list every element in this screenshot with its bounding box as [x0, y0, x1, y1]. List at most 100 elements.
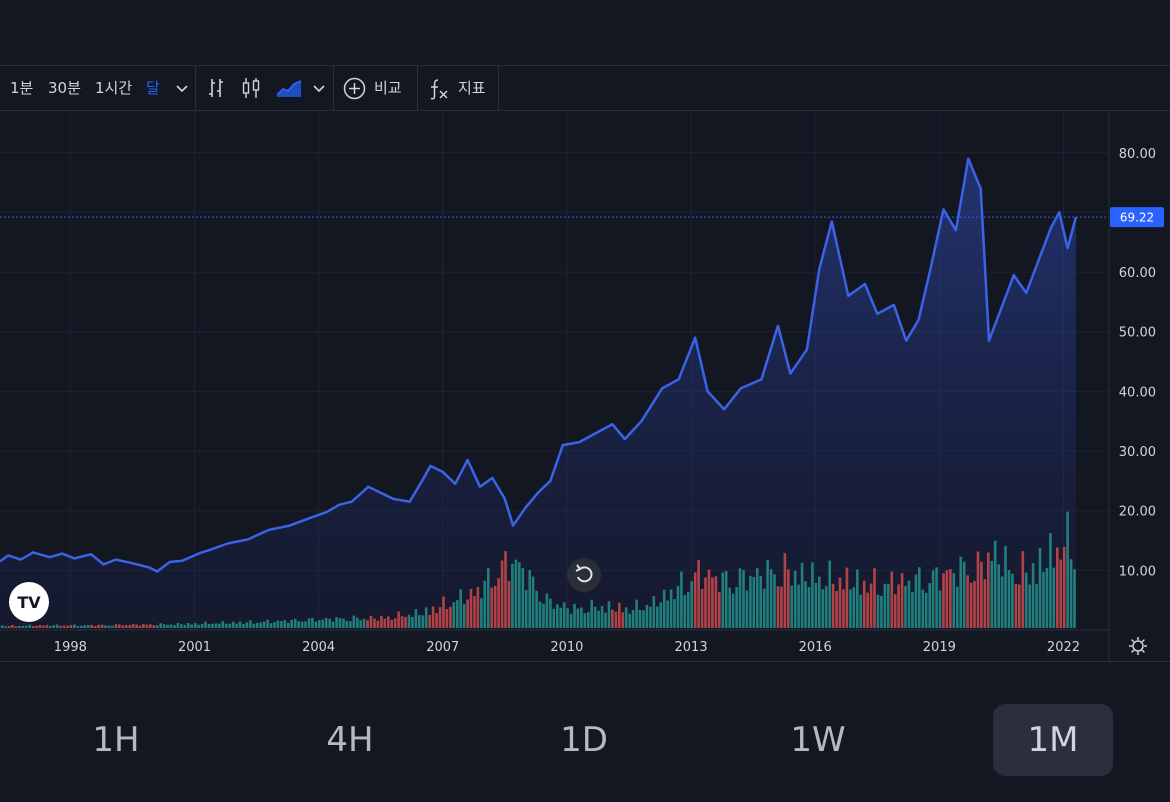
volume-bar — [576, 608, 580, 628]
y-tick-label: 20.00 — [1119, 505, 1156, 520]
indicators-button[interactable]: 지표 — [458, 79, 486, 97]
x-tick-label: 2013 — [675, 640, 708, 655]
volume-bar — [421, 615, 425, 628]
volume-bar — [93, 626, 97, 628]
volume-bar — [52, 625, 56, 628]
volume-bar — [918, 567, 921, 628]
volume-bar — [135, 624, 138, 628]
volume-bar — [318, 620, 321, 628]
volume-bar — [218, 623, 221, 628]
volume-bar — [559, 607, 562, 628]
volume-bar — [542, 603, 545, 628]
volume-bar — [587, 612, 590, 628]
volume-bar — [945, 570, 949, 628]
interval-30min-button[interactable]: 30분 — [48, 79, 81, 97]
fx-indicator-icon[interactable] — [428, 77, 450, 101]
volume-bar — [535, 590, 538, 628]
volume-bar — [442, 596, 445, 628]
volume-bar — [369, 615, 373, 628]
volume-bar — [1024, 572, 1028, 628]
volume-bar — [800, 562, 804, 628]
compare-button[interactable]: 비교 — [374, 79, 402, 97]
settings-gear-icon[interactable] — [1129, 637, 1147, 655]
volume-bar — [445, 609, 449, 628]
volume-bar — [90, 624, 93, 628]
interval-1min-button[interactable]: 1분 — [10, 79, 34, 97]
volume-bar — [856, 569, 859, 628]
add-compare-icon[interactable] — [343, 77, 366, 100]
volume-bar — [1056, 547, 1059, 628]
chevron-down-icon[interactable] — [311, 77, 327, 99]
volume-bar — [569, 613, 573, 628]
volume-bar — [438, 607, 442, 628]
volume-bar — [831, 583, 835, 628]
volume-bar — [66, 625, 69, 628]
volume-bar — [797, 584, 800, 628]
volume-bar — [862, 580, 866, 628]
volume-bar — [500, 560, 504, 628]
volume-bar — [207, 623, 211, 628]
x-tick-label: 2010 — [550, 640, 583, 655]
volume-bar — [528, 570, 531, 628]
volume-bar — [45, 624, 49, 628]
volume-bar — [183, 624, 187, 628]
volume-bar — [159, 623, 162, 628]
timeframe-selector: 1H 4H 1D 1W 1M — [0, 662, 1170, 802]
volume-bar — [876, 594, 880, 628]
volume-bar — [997, 564, 1000, 628]
timeframe-4h-button[interactable]: 4H — [326, 720, 374, 760]
volume-bar — [197, 624, 200, 628]
x-tick-label: 2022 — [1047, 640, 1080, 655]
volume-bar — [466, 599, 469, 628]
volume-bar — [42, 625, 45, 628]
volume-bar — [904, 586, 907, 628]
timeframe-1w-button[interactable]: 1W — [790, 720, 846, 760]
chart-panel[interactable]: 80.0070.0060.0050.0040.0030.0020.0010.00… — [0, 111, 1170, 662]
timeframe-1d-button[interactable]: 1D — [560, 720, 608, 760]
volume-bar — [1042, 572, 1045, 628]
volume-bar — [628, 613, 631, 628]
reset-chart-icon[interactable] — [567, 558, 601, 592]
volume-bar — [938, 590, 942, 628]
volume-bar — [838, 577, 842, 628]
price-chart[interactable]: 80.0070.0060.0050.0040.0030.0020.0010.00… — [0, 111, 1170, 662]
volume-bar — [914, 574, 918, 628]
volume-bar — [949, 569, 952, 628]
volume-bar — [1007, 570, 1011, 628]
interval-1hour-button[interactable]: 1시간 — [95, 79, 133, 97]
volume-bar — [424, 607, 428, 628]
candles-icon[interactable] — [240, 77, 262, 99]
volume-bar — [676, 585, 680, 628]
volume-bar — [383, 618, 387, 628]
volume-bar — [859, 594, 862, 628]
chevron-down-icon[interactable] — [174, 77, 190, 99]
area-chart-icon[interactable] — [276, 77, 302, 99]
bar-chart-icon[interactable] — [205, 77, 227, 99]
volume-bar — [131, 624, 135, 628]
volume-bar — [552, 608, 556, 628]
volume-bar — [687, 591, 690, 628]
volume-bar — [190, 624, 193, 628]
volume-bar — [262, 621, 266, 628]
volume-bar — [1031, 563, 1035, 628]
volume-bar — [1000, 576, 1004, 628]
volume-bar — [293, 618, 297, 628]
volume-bar — [414, 609, 418, 628]
volume-bar — [31, 626, 35, 628]
volume-bar — [735, 587, 738, 628]
volume-bar — [573, 603, 576, 628]
volume-bar — [866, 592, 869, 628]
volume-bar — [518, 562, 521, 628]
timeframe-1m-button[interactable]: 1M — [993, 704, 1113, 776]
volume-bar — [118, 624, 121, 628]
volume-bar — [656, 606, 659, 628]
x-tick-label: 2016 — [799, 640, 832, 655]
tradingview-logo-icon[interactable]: TV — [9, 582, 49, 622]
volume-bar — [435, 613, 438, 628]
interval-month-button[interactable]: 달 — [146, 79, 160, 97]
volume-bar — [973, 580, 976, 628]
volume-bar — [276, 620, 280, 628]
timeframe-1h-button[interactable]: 1H — [92, 720, 140, 760]
volume-bar — [600, 606, 604, 628]
volume-bar — [931, 570, 935, 628]
